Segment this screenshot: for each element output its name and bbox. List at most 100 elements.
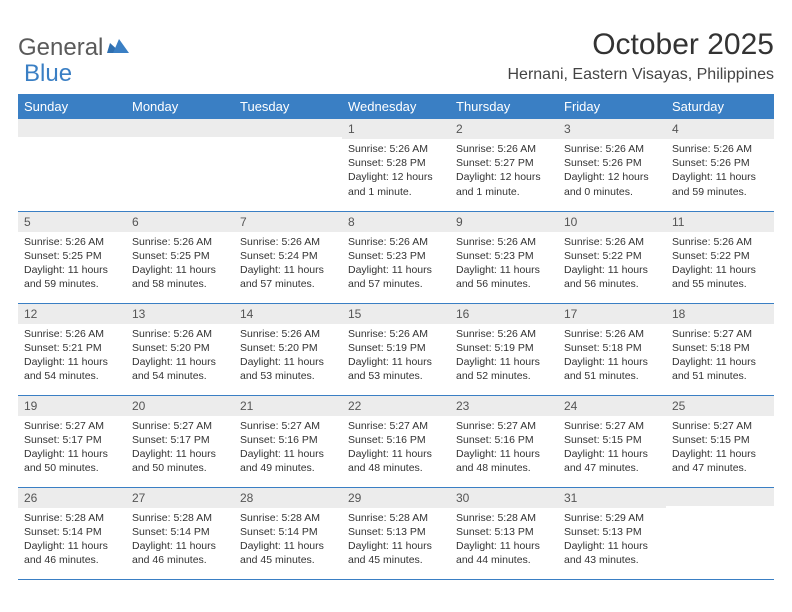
day-body: Sunrise: 5:26 AMSunset: 5:20 PMDaylight:… bbox=[126, 324, 234, 390]
day-number: 8 bbox=[342, 212, 450, 232]
daylight-line-label: Daylight: bbox=[240, 356, 284, 368]
day-number: 28 bbox=[234, 488, 342, 508]
sunrise-line-label: Sunrise: bbox=[456, 512, 497, 524]
month-title: October 2025 bbox=[507, 28, 774, 62]
sunrise-line: Sunrise: 5:28 AM bbox=[348, 511, 444, 525]
day-number: 3 bbox=[558, 119, 666, 139]
daylight-line-label: Daylight: bbox=[24, 540, 68, 552]
calendar-day-cell: 29Sunrise: 5:28 AMSunset: 5:13 PMDayligh… bbox=[342, 487, 450, 579]
daylight-line-label: Daylight: bbox=[564, 540, 608, 552]
sunrise-line: Sunrise: 5:26 AM bbox=[456, 327, 552, 341]
sunrise-line: Sunrise: 5:26 AM bbox=[456, 142, 552, 156]
sunset-line: Sunset: 5:16 PM bbox=[456, 433, 552, 447]
sunrise-line-value: 5:26 AM bbox=[713, 236, 752, 248]
daylight-line-label: Daylight: bbox=[348, 171, 392, 183]
daylight-line: Daylight: 11 hours and 51 minutes. bbox=[672, 355, 768, 383]
day-number: 7 bbox=[234, 212, 342, 232]
calendar-day-cell bbox=[234, 119, 342, 211]
day-number: 19 bbox=[18, 396, 126, 416]
sunrise-line-value: 5:28 AM bbox=[389, 512, 428, 524]
sunset-line-value: 5:13 PM bbox=[495, 526, 534, 538]
daylight-line-label: Daylight: bbox=[24, 356, 68, 368]
daylight-line-label: Daylight: bbox=[240, 264, 284, 276]
sunrise-line: Sunrise: 5:27 AM bbox=[240, 419, 336, 433]
sunrise-line: Sunrise: 5:26 AM bbox=[240, 327, 336, 341]
sunset-line: Sunset: 5:18 PM bbox=[564, 341, 660, 355]
day-body: Sunrise: 5:27 AMSunset: 5:15 PMDaylight:… bbox=[558, 416, 666, 482]
calendar-day-cell: 28Sunrise: 5:28 AMSunset: 5:14 PMDayligh… bbox=[234, 487, 342, 579]
day-number bbox=[234, 119, 342, 137]
calendar-day-cell: 9Sunrise: 5:26 AMSunset: 5:23 PMDaylight… bbox=[450, 211, 558, 303]
daylight-line-label: Daylight: bbox=[132, 264, 176, 276]
sunset-line-value: 5:25 PM bbox=[63, 250, 102, 262]
day-body: Sunrise: 5:28 AMSunset: 5:14 PMDaylight:… bbox=[234, 508, 342, 574]
day-body: Sunrise: 5:26 AMSunset: 5:25 PMDaylight:… bbox=[126, 232, 234, 298]
daylight-line-label: Daylight: bbox=[132, 448, 176, 460]
daylight-line: Daylight: 11 hours and 47 minutes. bbox=[564, 447, 660, 475]
sunrise-line: Sunrise: 5:27 AM bbox=[24, 419, 120, 433]
calendar-day-cell: 1Sunrise: 5:26 AMSunset: 5:28 PMDaylight… bbox=[342, 119, 450, 211]
calendar-week-row: 26 Sunrise: 5:28 AMSunset: 5:14 PMDayligh… bbox=[18, 487, 774, 579]
calendar-day-cell: 6Sunrise: 5:26 AMSunset: 5:25 PMDaylight… bbox=[126, 211, 234, 303]
day-number: 26 bbox=[18, 488, 126, 508]
sunset-line-label: Sunset: bbox=[24, 250, 63, 262]
sunset-line-label: Sunset: bbox=[348, 434, 387, 446]
sunrise-line: Sunrise: 5:26 AM bbox=[240, 235, 336, 249]
sunrise-line: Sunrise: 5:26 AM bbox=[672, 142, 768, 156]
sunset-line: Sunset: 5:28 PM bbox=[348, 156, 444, 170]
sunset-line-label: Sunset: bbox=[456, 250, 495, 262]
sunrise-line-value: 5:26 AM bbox=[497, 143, 536, 155]
sunrise-line-label: Sunrise: bbox=[672, 420, 713, 432]
day-header-row: Sunday Monday Tuesday Wednesday Thursday… bbox=[18, 94, 774, 119]
sunrise-line: Sunrise: 5:27 AM bbox=[672, 419, 768, 433]
sunset-line-label: Sunset: bbox=[132, 342, 171, 354]
calendar-day-cell: 19 Sunrise: 5:27 AMSunset: 5:17 PMDayligh… bbox=[18, 395, 126, 487]
calendar-day-cell: 26Sunrise: 5:28 AMSunset: 5:14 PMDayligh… bbox=[18, 487, 126, 579]
calendar-week-row: 12Sunrise: 5:26 AMSunset: 5:21 PMDayligh… bbox=[18, 303, 774, 395]
daylight-line-label: Daylight: bbox=[672, 264, 716, 276]
sunset-line-label: Sunset: bbox=[348, 342, 387, 354]
sunrise-line-value: 5:26 AM bbox=[605, 143, 644, 155]
daylight-line-label: Daylight: bbox=[456, 448, 500, 460]
daylight-line: Daylight: 11 hours and 51 minutes. bbox=[564, 355, 660, 383]
sunset-line: Sunset: 5:20 PM bbox=[240, 341, 336, 355]
sunrise-line-label: Sunrise: bbox=[240, 512, 281, 524]
sunrise-line-value: 5:27 AM bbox=[713, 420, 752, 432]
day-header: Saturday bbox=[666, 94, 774, 119]
sunrise-line-label: Sunrise: bbox=[240, 328, 281, 340]
calendar-day-cell: 11Sunrise: 5:26 AMSunset: 5:22 PMDayligh… bbox=[666, 211, 774, 303]
sunrise-line-value: 5:26 AM bbox=[497, 236, 536, 248]
daylight-line: Daylight: 11 hours and 59 minutes. bbox=[672, 170, 768, 198]
day-header: Sunday bbox=[18, 94, 126, 119]
day-number: 17 bbox=[558, 304, 666, 324]
sunset-line-label: Sunset: bbox=[348, 526, 387, 538]
sunrise-line-value: 5:28 AM bbox=[65, 512, 104, 524]
calendar-day-cell: 5Sunrise: 5:26 AMSunset: 5:25 PMDaylight… bbox=[18, 211, 126, 303]
sunset-line-label: Sunset: bbox=[672, 434, 711, 446]
day-number: 2 bbox=[450, 119, 558, 139]
sunrise-line-value: 5:29 AM bbox=[605, 512, 644, 524]
daylight-line-label: Daylight: bbox=[456, 540, 500, 552]
calendar-day-cell bbox=[666, 487, 774, 579]
sunrise-line-label: Sunrise: bbox=[24, 236, 65, 248]
calendar-week-row: 19Sunrise: 5:27 AMSunset: 5:17 PMDayligh… bbox=[18, 395, 774, 487]
sunset-line-value: 5:16 PM bbox=[387, 434, 426, 446]
sunset-line-value: 5:13 PM bbox=[603, 526, 642, 538]
sunset-line-label: Sunset: bbox=[132, 526, 171, 538]
sunrise-line-value: 5:27 AM bbox=[173, 420, 212, 432]
daylight-line: Daylight: 11 hours and 58 minutes. bbox=[132, 263, 228, 291]
sunrise-line-label: Sunrise: bbox=[240, 236, 281, 248]
daylight-line: Daylight: 11 hours and 50 minutes. bbox=[24, 447, 120, 475]
calendar-day-cell: 16Sunrise: 5:26 AMSunset: 5:19 PMDayligh… bbox=[450, 303, 558, 395]
daylight-line: Daylight: 11 hours and 46 minutes. bbox=[132, 539, 228, 567]
day-body: Sunrise: 5:27 AMSunset: 5:16 PMDaylight:… bbox=[450, 416, 558, 482]
sunset-line: Sunset: 5:17 PM bbox=[24, 433, 120, 447]
sunrise-line-value: 5:26 AM bbox=[389, 328, 428, 340]
header: General October 2025 Hernani, Eastern Vi… bbox=[18, 28, 774, 84]
daylight-line: Daylight: 11 hours and 45 minutes. bbox=[240, 539, 336, 567]
daylight-line-label: Daylight: bbox=[564, 171, 608, 183]
sunrise-line-label: Sunrise: bbox=[564, 420, 605, 432]
calendar-day-cell: 18Sunrise: 5:27 AMSunset: 5:18 PMDayligh… bbox=[666, 303, 774, 395]
calendar-week-row: 5Sunrise: 5:26 AMSunset: 5:25 PMDaylight… bbox=[18, 211, 774, 303]
sunrise-line: Sunrise: 5:27 AM bbox=[456, 419, 552, 433]
